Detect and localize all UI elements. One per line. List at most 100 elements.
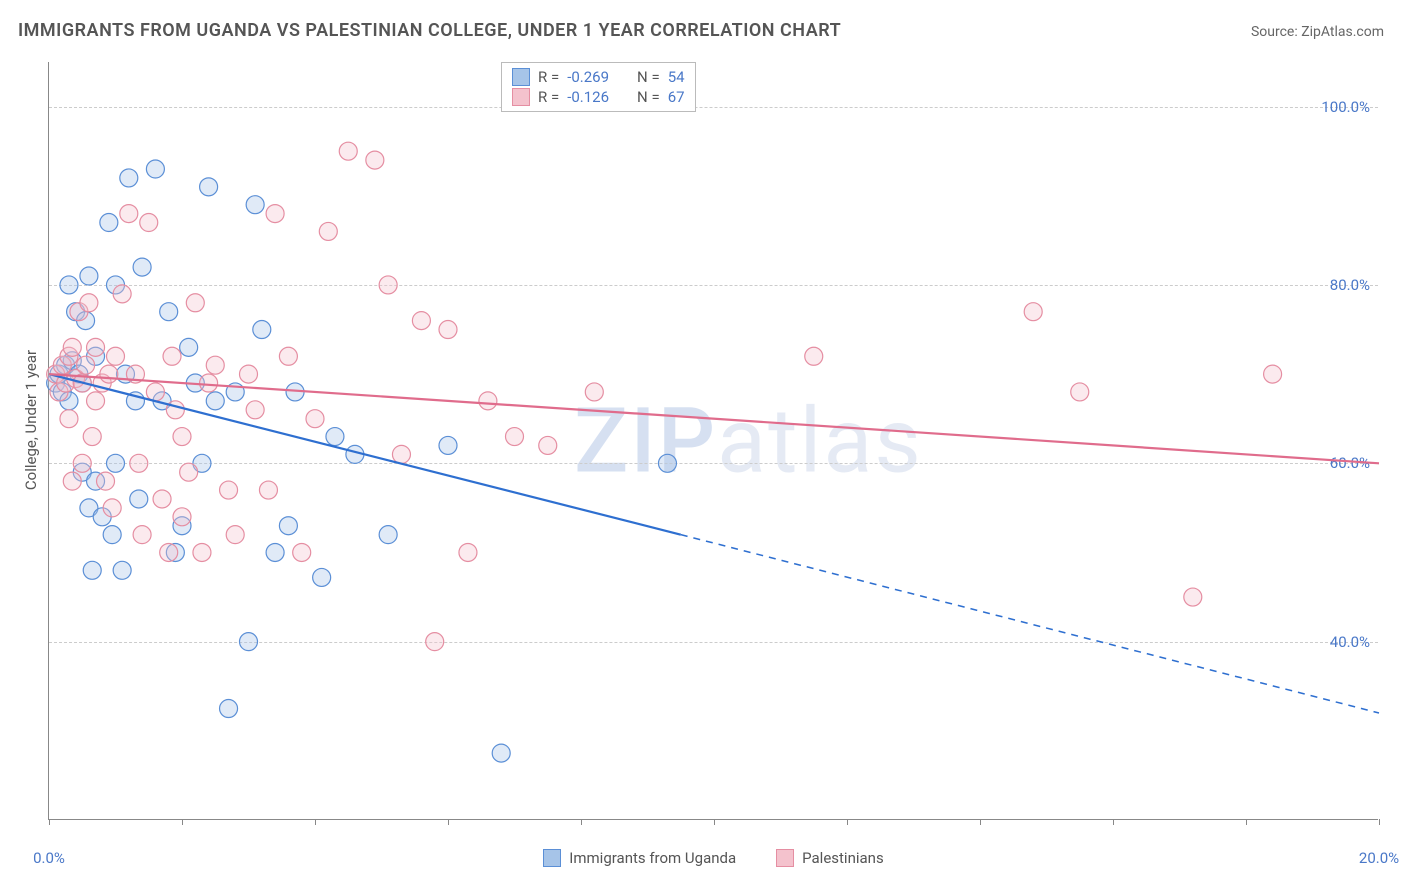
data-point: [97, 472, 115, 490]
data-point: [226, 526, 244, 544]
data-point: [133, 258, 151, 276]
data-point: [379, 276, 397, 294]
chart-container: IMMIGRANTS FROM UGANDA VS PALESTINIAN CO…: [0, 0, 1406, 892]
data-point: [113, 285, 131, 303]
data-point: [266, 205, 284, 223]
data-point: [80, 267, 98, 285]
data-point: [107, 347, 125, 365]
legend-label-1: Immigrants from Uganda: [569, 849, 736, 867]
data-point: [1024, 303, 1042, 321]
data-point: [259, 481, 277, 499]
data-point: [426, 633, 444, 651]
data-point: [186, 294, 204, 312]
scatter-svg: [49, 62, 1378, 819]
data-point: [160, 303, 178, 321]
data-point: [366, 151, 384, 169]
data-point: [173, 508, 191, 526]
data-point: [163, 347, 181, 365]
data-point: [83, 428, 101, 446]
data-point: [107, 454, 125, 472]
data-point: [492, 744, 510, 762]
data-point: [1264, 365, 1282, 383]
trend-line-extrapolated: [681, 535, 1379, 713]
data-point: [246, 196, 264, 214]
n-value-2: 67: [668, 88, 685, 106]
data-point: [220, 481, 238, 499]
data-point: [60, 276, 78, 294]
data-point: [146, 383, 164, 401]
data-point: [77, 356, 95, 374]
swatch-series-1: [543, 849, 561, 867]
n-label: N =: [637, 88, 660, 106]
data-point: [87, 338, 105, 356]
data-point: [266, 543, 284, 561]
data-point: [392, 445, 410, 463]
data-point: [180, 338, 198, 356]
data-point: [200, 178, 218, 196]
data-point: [539, 436, 557, 454]
data-point: [253, 321, 271, 339]
data-point: [73, 454, 91, 472]
r-label: R =: [538, 88, 559, 106]
data-point: [240, 365, 258, 383]
data-point: [240, 633, 258, 651]
x-tick-label: 20.0%: [1359, 849, 1399, 867]
data-point: [293, 543, 311, 561]
data-point: [63, 472, 81, 490]
data-point: [459, 543, 477, 561]
data-point: [279, 517, 297, 535]
data-point: [80, 294, 98, 312]
r-value-1: -0.269: [567, 68, 609, 86]
legend-item-2: Palestinians: [776, 849, 884, 867]
source-value: ZipAtlas.com: [1301, 24, 1384, 40]
data-point: [246, 401, 264, 419]
data-point: [319, 222, 337, 240]
n-label: N =: [637, 68, 660, 86]
data-point: [412, 312, 430, 330]
swatch-series-2: [776, 849, 794, 867]
data-point: [60, 410, 78, 428]
stats-legend: R = -0.269 N = 54 R = -0.126 N = 67: [501, 62, 696, 112]
data-point: [313, 568, 331, 586]
plot-area: ZIPatlas 40.0%60.0%80.0%100.0% 0.0%20.0%…: [48, 62, 1378, 820]
stats-row-series-1: R = -0.269 N = 54: [512, 67, 685, 87]
data-point: [130, 454, 148, 472]
data-point: [120, 205, 138, 223]
data-point: [103, 526, 121, 544]
data-point: [130, 490, 148, 508]
data-point: [180, 463, 198, 481]
data-point: [140, 214, 158, 232]
data-point: [120, 169, 138, 187]
swatch-series-2: [512, 88, 530, 106]
data-point: [113, 561, 131, 579]
data-point: [100, 214, 118, 232]
data-point: [83, 561, 101, 579]
data-point: [279, 347, 297, 365]
legend-item-1: Immigrants from Uganda: [543, 849, 736, 867]
data-point: [439, 436, 457, 454]
data-point: [100, 365, 118, 383]
data-point: [146, 160, 164, 178]
swatch-series-1: [512, 68, 530, 86]
data-point: [153, 490, 171, 508]
bottom-legend: Immigrants from Uganda Palestinians: [49, 849, 1378, 867]
trend-line: [49, 374, 681, 535]
data-point: [379, 526, 397, 544]
data-point: [585, 383, 603, 401]
data-point: [173, 428, 191, 446]
chart-title: IMMIGRANTS FROM UGANDA VS PALESTINIAN CO…: [18, 20, 841, 41]
n-value-1: 54: [668, 68, 685, 86]
data-point: [1184, 588, 1202, 606]
data-point: [63, 338, 81, 356]
trend-line: [49, 374, 1379, 463]
data-point: [805, 347, 823, 365]
data-point: [306, 410, 324, 428]
data-point: [1071, 383, 1089, 401]
data-point: [479, 392, 497, 410]
data-point: [200, 374, 218, 392]
data-point: [326, 428, 344, 446]
y-axis-label: College, Under 1 year: [22, 350, 40, 490]
r-label: R =: [538, 68, 559, 86]
data-point: [103, 499, 121, 517]
source-attribution: Source: ZipAtlas.com: [1251, 24, 1384, 40]
